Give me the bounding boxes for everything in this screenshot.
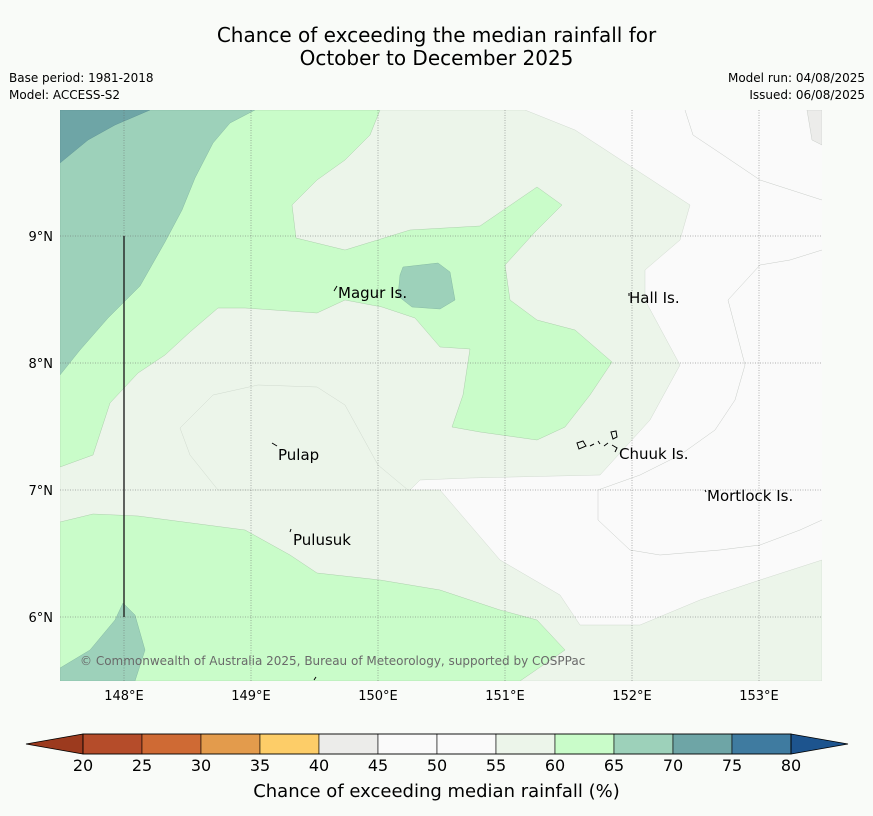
colorbar-ticks: 20 25 30 35 40 45 50 55 60 65 70 75 80: [73, 756, 801, 775]
x-tick-150: 150°E: [358, 689, 398, 704]
place-label-magur: Magur Is.: [338, 284, 407, 302]
colorbar-cell-3: [259, 733, 320, 755]
y-tick-7n: 7°N: [29, 484, 54, 499]
band-40-45-corner: [806, 110, 822, 146]
rainfall-map: [60, 110, 822, 681]
title-line-1: Chance of exceeding the median rainfall …: [216, 23, 657, 47]
colorbar-cell-2: [200, 733, 261, 755]
issued-date: Issued: 06/08/2025: [749, 88, 865, 102]
colorbar-cell-9: [613, 733, 674, 755]
colorbar-cell-7: [495, 733, 556, 755]
colorbar-tick-60: 60: [545, 756, 565, 775]
x-tick-148: 148°E: [104, 689, 144, 704]
model-name: Model: ACCESS-S2: [9, 88, 121, 102]
y-axis-ticks: 9°N 8°N 7°N 6°N: [29, 230, 54, 626]
gridlines: [60, 110, 822, 681]
place-label-pulap: Pulap: [278, 446, 319, 464]
place-label-mortlock: Mortlock Is.: [707, 487, 793, 505]
x-tick-152: 152°E: [612, 689, 652, 704]
colorbar-frame: [82, 733, 792, 755]
colorbar-cell-6: [436, 733, 497, 755]
colorbar-tick-75: 75: [722, 756, 742, 775]
model-run: Model run: 04/08/2025: [727, 71, 865, 85]
band-65-70-magur: [397, 262, 456, 310]
colorbar-tick-45: 45: [368, 756, 388, 775]
colorbar-over-arrow: [790, 733, 849, 755]
contour-45-north: [684, 110, 822, 201]
colorbar-tick-80: 80: [781, 756, 801, 775]
island-lagoon-south: [313, 676, 317, 681]
place-labels: Magur Is. Hall Is. Pulap Chuuk Is. Mortl…: [278, 284, 793, 549]
x-axis-ticks: 148°E 149°E 150°E 151°E 152°E 153°E: [104, 689, 779, 704]
island-pulusuk: [289, 528, 292, 533]
colorbar: 20 25 30 35 40 45 50 55 60 65 70 75 80: [25, 733, 849, 775]
island-magur: [333, 285, 338, 292]
band-65-70-west: [60, 110, 256, 376]
y-tick-9n: 9°N: [29, 230, 54, 245]
contour-45-east: [597, 249, 822, 556]
colorbar-tick-25: 25: [132, 756, 152, 775]
colorbar-cell-8: [554, 733, 615, 755]
place-label-hall: Hall Is.: [629, 289, 680, 307]
colorbar-tick-50: 50: [427, 756, 447, 775]
colorbar-tick-35: 35: [250, 756, 270, 775]
colorbar-tick-55: 55: [486, 756, 506, 775]
colorbar-cells: [82, 733, 792, 755]
colorbar-tick-70: 70: [663, 756, 683, 775]
y-tick-6n: 6°N: [29, 611, 54, 626]
colorbar-tick-30: 30: [191, 756, 211, 775]
x-tick-149: 149°E: [231, 689, 271, 704]
colorbar-cell-5: [377, 733, 438, 755]
colorbar-label: Chance of exceeding median rainfall (%): [253, 781, 620, 802]
colorbar-cell-1: [141, 733, 202, 755]
island-pulap: [271, 442, 278, 447]
colorbar-cell-0: [82, 733, 143, 755]
x-tick-153: 153°E: [739, 689, 779, 704]
colorbar-tick-65: 65: [604, 756, 624, 775]
place-label-pulusuk: Pulusuk: [293, 531, 351, 549]
island-chuuk: [576, 430, 618, 453]
x-tick-151: 151°E: [485, 689, 525, 704]
colorbar-cell-10: [672, 733, 733, 755]
island-shapes: [271, 285, 707, 681]
base-period: Base period: 1981-2018: [9, 71, 154, 85]
band-70-75-west: [60, 110, 151, 164]
colorbar-cell-11: [731, 733, 792, 755]
colorbar-under-arrow: [25, 733, 84, 755]
colorbar-tick-20: 20: [73, 756, 93, 775]
place-label-chuuk: Chuuk Is.: [619, 445, 688, 463]
colorbar-tick-40: 40: [309, 756, 329, 775]
colorbar-cell-4: [318, 733, 379, 755]
band-60-65-south: [60, 513, 566, 681]
y-tick-8n: 8°N: [29, 357, 54, 372]
copyright-notice: © Commonwealth of Australia 2025, Bureau…: [80, 654, 585, 668]
title-line-2: October to December 2025: [299, 46, 574, 70]
island-mortlock: [704, 489, 707, 493]
